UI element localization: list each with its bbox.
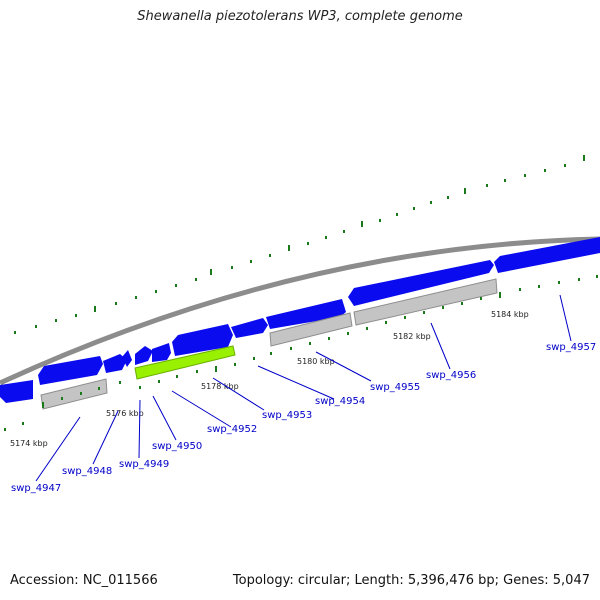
- gene-label[interactable]: swp_4956: [426, 370, 476, 381]
- gene-label[interactable]: swp_4949: [119, 459, 169, 470]
- feature-block[interactable]: [269, 312, 353, 347]
- gene-label[interactable]: swp_4950: [152, 441, 202, 452]
- gene-label[interactable]: swp_4953: [262, 410, 312, 421]
- scale-label: 5180 kbp: [297, 357, 335, 366]
- gene-labels: swp_4947 swp_4948 swp_4949 swp_4950 swp_…: [11, 342, 596, 494]
- scale-label: 5176 kbp: [106, 409, 144, 418]
- gene-arrow[interactable]: [38, 356, 103, 385]
- inner-tick-ring: [4, 275, 598, 431]
- gene-arrow[interactable]: [494, 237, 600, 273]
- gene-arrow[interactable]: [135, 346, 153, 365]
- gene-arrow[interactable]: [348, 260, 494, 306]
- scale-label: 5184 kbp: [491, 310, 529, 319]
- scale-label: 5174 kbp: [10, 439, 48, 448]
- accession-text: Accession: NC_011566: [10, 573, 158, 588]
- gene-arrow[interactable]: [172, 324, 233, 356]
- genome-summary: Topology: circular; Length: 5,396,476 bp…: [232, 573, 590, 588]
- map-title: Shewanella piezotolerans WP3, complete g…: [137, 9, 463, 24]
- scale-label: 5178 kbp: [201, 382, 239, 391]
- feature-block[interactable]: [40, 378, 108, 410]
- forward-strand-genes: [0, 237, 600, 403]
- gene-label[interactable]: swp_4957: [546, 342, 596, 353]
- gene-label[interactable]: swp_4948: [62, 466, 112, 477]
- gene-arrow[interactable]: [152, 343, 171, 362]
- gene-label[interactable]: swp_4955: [370, 382, 420, 393]
- gene-arrow[interactable]: [266, 299, 346, 329]
- scale-label: 5182 kbp: [393, 332, 431, 341]
- scale-labels: 5174 kbp 5176 kbp 5178 kbp 5180 kbp 5182…: [10, 310, 529, 448]
- gene-arrow[interactable]: [231, 318, 268, 338]
- genome-backbone: [0, 236, 600, 386]
- gene-label[interactable]: swp_4954: [315, 396, 365, 407]
- gene-arrow[interactable]: [0, 380, 33, 403]
- highlighted-gene[interactable]: [134, 345, 236, 380]
- feature-block[interactable]: [353, 278, 498, 326]
- gene-leader-lines: [35, 294, 572, 482]
- gene-label[interactable]: swp_4952: [207, 424, 257, 435]
- gene-label[interactable]: swp_4947: [11, 483, 61, 494]
- reverse-strand-features: [40, 278, 498, 410]
- gene-arrow[interactable]: [103, 354, 127, 373]
- gene-arrow[interactable]: [122, 350, 132, 367]
- outer-tick-ring: [14, 155, 585, 334]
